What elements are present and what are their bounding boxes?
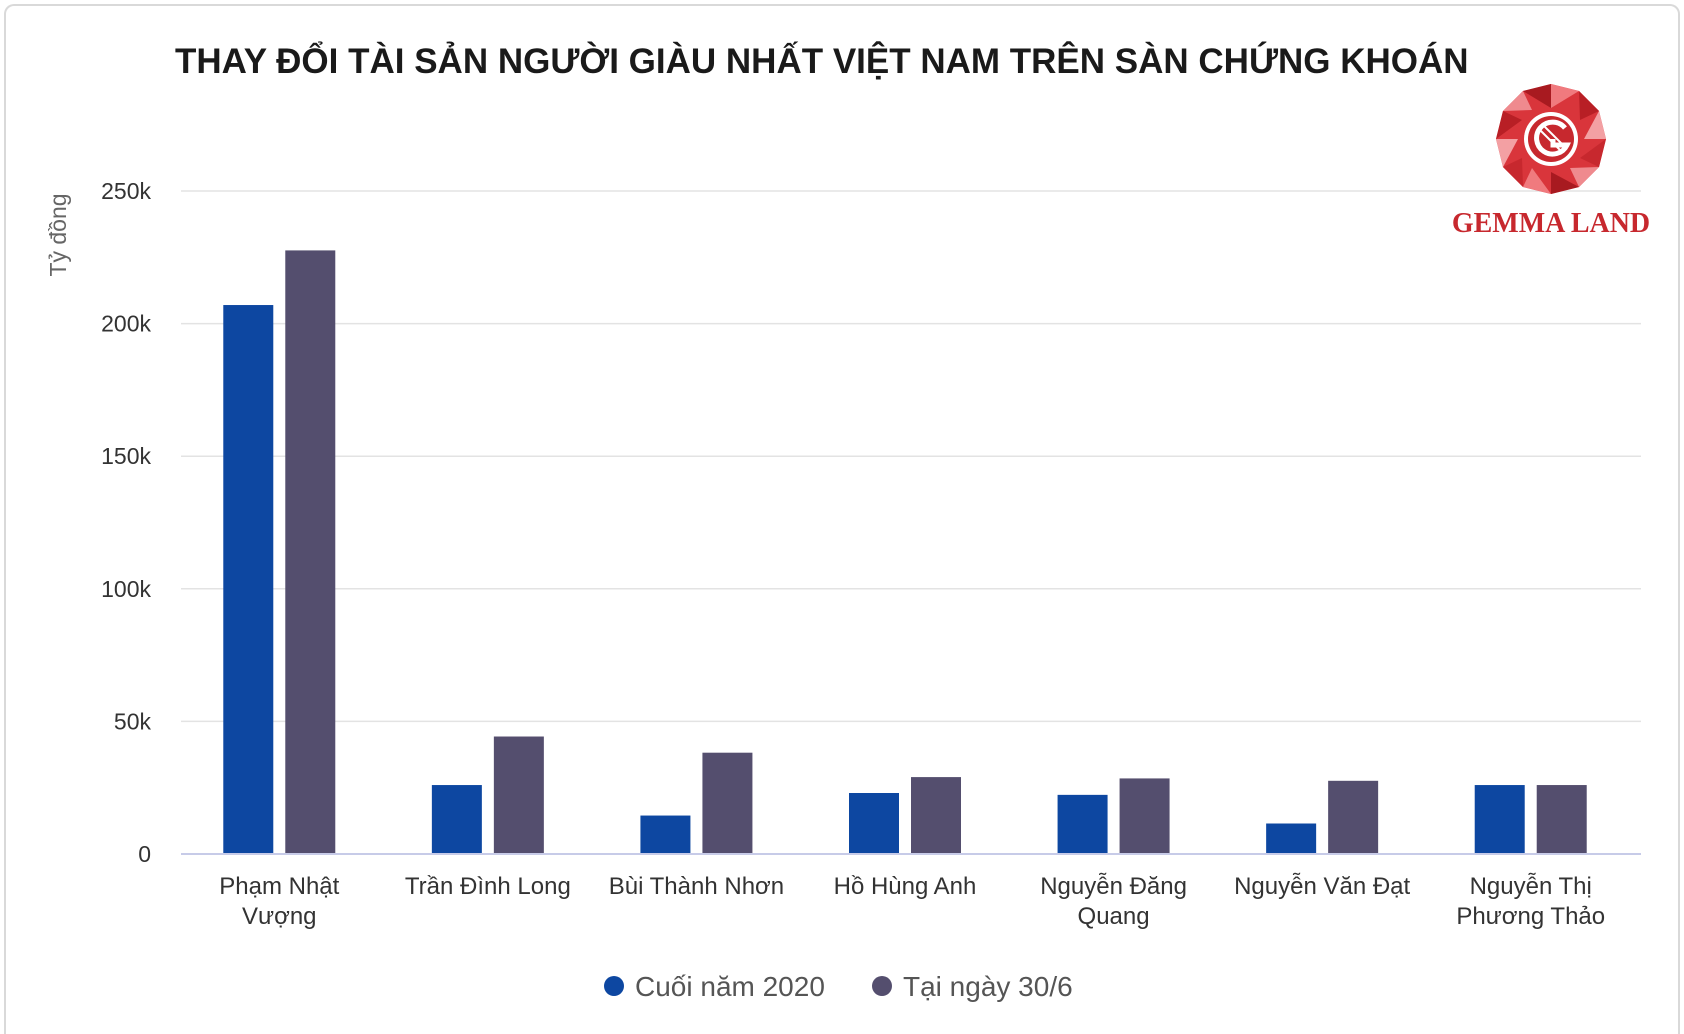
bar xyxy=(493,736,544,854)
legend-label: Tại ngày 30/6 xyxy=(903,971,1073,1002)
x-tick-label-line: Vượng xyxy=(242,903,317,930)
y-axis-ticks: 0 50k 100k 150k 200k 250k xyxy=(101,178,151,867)
x-tick-label: Bùi Thành Nhơn xyxy=(609,873,784,900)
y-tick-label: 0 xyxy=(138,841,151,867)
bar xyxy=(1057,794,1108,854)
x-tick-label-line: Quang xyxy=(1078,903,1150,930)
bar xyxy=(1474,785,1525,854)
legend-label: Cuối năm 2020 xyxy=(635,971,825,1002)
bar xyxy=(702,752,753,854)
legend-marker xyxy=(872,976,892,996)
bar xyxy=(1119,778,1170,854)
x-tick-label-line: Phương Thảo xyxy=(1456,903,1605,930)
logo-text: GEMMA LAND xyxy=(1452,208,1650,239)
bar xyxy=(285,250,336,855)
x-tick-label: Nguyễn Văn Đạt xyxy=(1234,873,1410,900)
bar xyxy=(1266,823,1317,854)
bars xyxy=(223,250,1587,855)
bar xyxy=(223,305,274,854)
bar xyxy=(1536,785,1587,854)
y-tick-label: 150k xyxy=(101,443,151,469)
x-tick-label: Nguyễn Thị Phương Thảo xyxy=(1456,873,1605,930)
x-tick-label-line: Hồ Hùng Anh xyxy=(834,873,977,900)
gemma-land-logo: GEMMA LAND xyxy=(1452,84,1650,239)
x-tick-label-line: Nguyễn Thị xyxy=(1470,873,1592,900)
bar xyxy=(849,793,899,854)
y-tick-label: 200k xyxy=(101,311,151,337)
gridlines xyxy=(181,190,1641,723)
legend-marker xyxy=(604,976,624,996)
y-tick-label: 100k xyxy=(101,576,151,602)
bar xyxy=(911,777,961,854)
x-tick-label-line: Nguyễn Văn Đạt xyxy=(1234,873,1410,900)
x-tick-label-line: Nguyễn Đăng xyxy=(1040,873,1187,900)
x-tick-label: Trần Đình Long xyxy=(405,873,571,900)
x-tick-label-line: Bùi Thành Nhơn xyxy=(609,873,784,900)
legend: Cuối năm 2020 Tại ngày 30/6 xyxy=(604,971,1073,1002)
y-tick-label: 250k xyxy=(101,178,151,204)
category-labels: Phạm Nhật Vượng Trần Đình Long Bùi Thành Nh… xyxy=(219,873,1605,930)
x-tick-label: Phạm Nhật Vượng xyxy=(219,873,339,930)
chart-frame xyxy=(4,4,1680,1034)
x-tick-label-line: Phạm Nhật xyxy=(219,873,339,900)
chart-title: THAY ĐỔI TÀI SẢN NGƯỜI GIÀU NHẤT VIỆT NA… xyxy=(175,41,1469,81)
bar xyxy=(1328,780,1379,854)
bar xyxy=(431,785,482,854)
bar xyxy=(640,815,691,854)
x-tick-label-line: Trần Đình Long xyxy=(405,873,571,900)
y-tick-label: 50k xyxy=(114,708,152,734)
gem-icon xyxy=(1496,84,1606,194)
x-tick-label: Nguyễn Đăng Quang xyxy=(1040,873,1187,930)
y-axis-label: Tỷ đồng xyxy=(45,193,71,276)
x-tick-label: Hồ Hùng Anh xyxy=(834,873,977,900)
